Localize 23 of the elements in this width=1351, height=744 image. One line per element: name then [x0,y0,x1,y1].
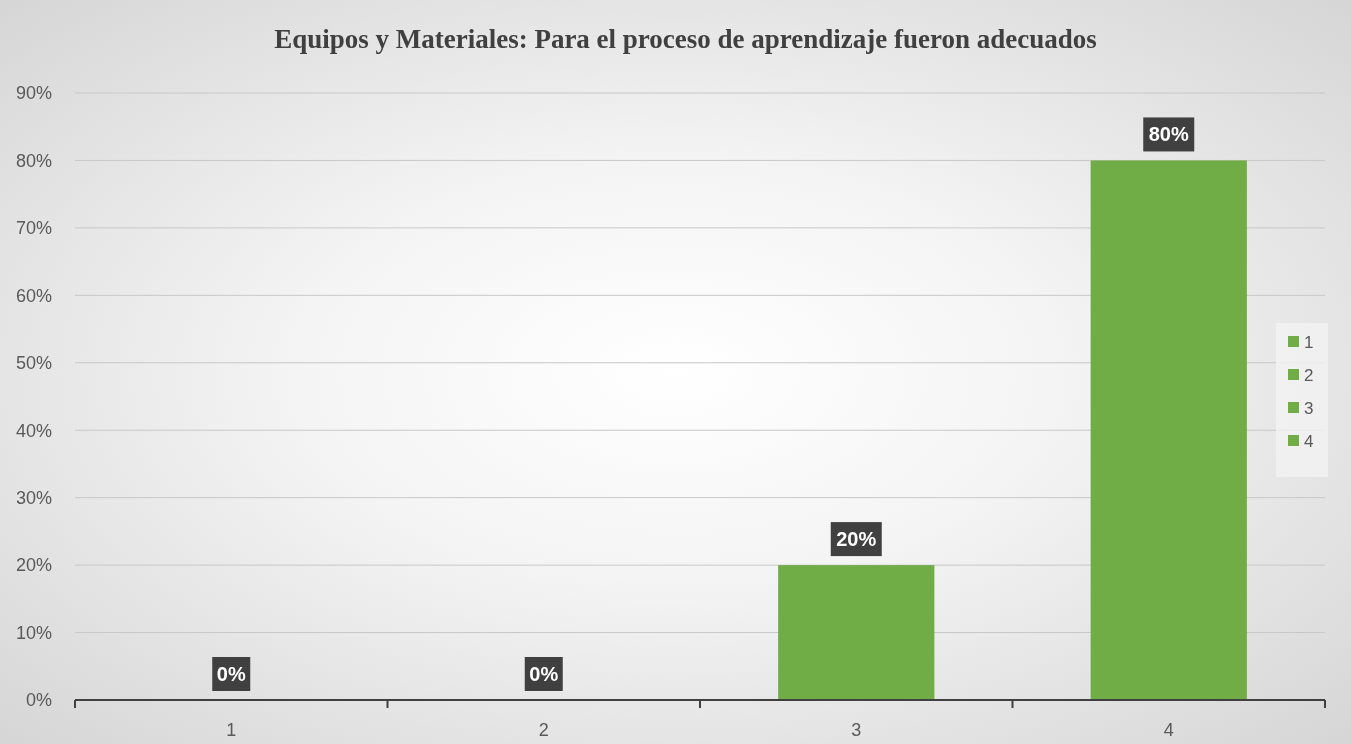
y-tick-label: 20% [15,555,52,576]
y-tick-label: 40% [15,420,52,441]
y-tick-label: 60% [15,285,52,306]
data-label: 20% [836,528,877,551]
y-tick-label: 80% [15,150,52,171]
legend-label: 3 [1304,398,1314,418]
y-tick-label: 70% [15,218,52,239]
legend-label: 4 [1304,431,1314,451]
chart-title: Equipos y Materiales: Para el proceso de aprendizaje fueron adecuados [274,24,1097,54]
data-label: 0% [529,663,559,685]
y-tick-label: 90% [15,83,52,104]
legend-label: 1 [1304,332,1314,352]
x-tick-label: 4 [1163,720,1174,740]
data-label: 0% [216,663,246,685]
y-tick-label: 30% [15,487,52,508]
y-tick-label: 10% [15,622,52,643]
data-label: 80% [1148,123,1189,146]
legend-label: 2 [1304,365,1314,385]
x-tick-label: 3 [851,720,862,740]
x-tick-label: 2 [538,720,549,740]
y-tick-label: 0% [25,690,52,711]
y-tick-label: 50% [15,353,52,374]
x-tick-label: 1 [226,720,237,740]
